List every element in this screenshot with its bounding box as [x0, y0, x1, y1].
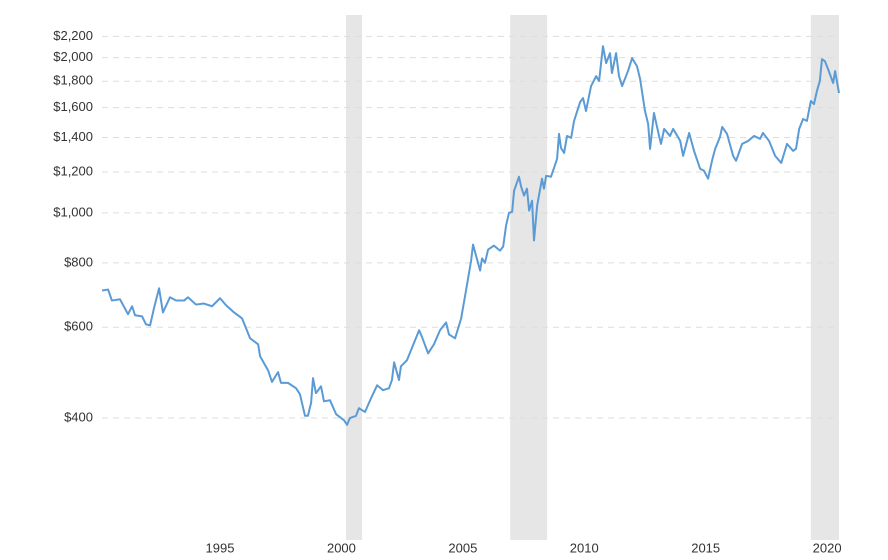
y-tick-label: $600	[64, 319, 93, 334]
price-line	[101, 45, 840, 426]
y-tick-label: $2,200	[53, 28, 93, 43]
y-tick-label: $1,000	[53, 204, 93, 219]
x-tick-label: 2010	[570, 540, 599, 555]
x-tick-label: 1995	[206, 540, 235, 555]
y-tick-label: $1,800	[53, 73, 93, 88]
y-tick-label: $1,200	[53, 163, 93, 178]
x-tick-label: 2005	[448, 540, 477, 555]
y-tick-label: $1,600	[53, 99, 93, 114]
x-tick-label: 2020	[813, 540, 842, 555]
y-tick-label: $2,000	[53, 49, 93, 64]
recession-band	[810, 15, 839, 540]
x-tick-label: 2000	[327, 540, 356, 555]
y-tick-label: $400	[64, 409, 93, 424]
y-tick-label: $1,400	[53, 129, 93, 144]
recession-band	[510, 15, 548, 540]
x-tick-label: 2015	[691, 540, 720, 555]
recession-band	[346, 15, 363, 540]
y-tick-label: $800	[64, 254, 93, 269]
